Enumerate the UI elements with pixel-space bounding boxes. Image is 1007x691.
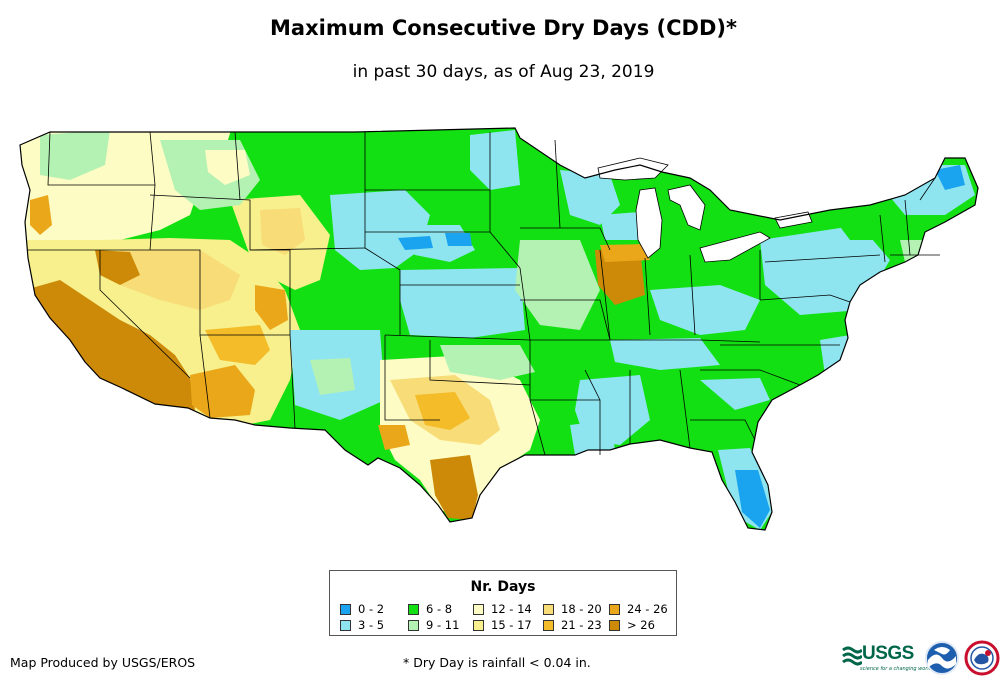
legend-item: 15 - 17: [473, 618, 532, 632]
legend-label: 0 - 2: [358, 602, 385, 616]
legend-label: 3 - 5: [358, 618, 385, 632]
legend-label: 24 - 26: [627, 602, 668, 616]
legend-swatch: [543, 620, 554, 631]
legend-label: 12 - 14: [491, 602, 532, 616]
legend-label: > 26: [627, 618, 655, 632]
legend-item: 18 - 20: [543, 602, 602, 616]
legend-item: > 26: [609, 618, 655, 632]
legend-swatch: [609, 604, 620, 615]
legend: Nr. Days 0 - 2 3 - 5 6 - 8 9 - 11 12 - 14 15 …: [329, 570, 677, 636]
legend-swatch: [543, 604, 554, 615]
legend-item: 0 - 2: [340, 602, 384, 616]
legend-item: 21 - 23: [543, 618, 602, 632]
legend-swatch: [408, 604, 419, 615]
legend-label: 6 - 8: [426, 602, 453, 616]
legend-swatch: [340, 604, 351, 615]
legend-swatch: [473, 620, 484, 631]
legend-item: 3 - 5: [340, 618, 384, 632]
legend-swatch: [340, 620, 351, 631]
legend-label: 18 - 20: [561, 602, 602, 616]
state-boundaries: [28, 131, 940, 456]
legend-swatch: [473, 604, 484, 615]
legend-label: 21 - 23: [561, 618, 602, 632]
dry-day-footnote: * Dry Day is rainfall < 0.04 in.: [403, 655, 591, 670]
usgs-wordmark: USGS: [862, 643, 914, 664]
usgs-tagline: science for a changing world: [860, 666, 932, 672]
legend-title: Nr. Days: [470, 579, 536, 595]
map-title: Maximum Consecutive Dry Days (CDD)*: [270, 16, 737, 40]
usgs-wave-icon: [842, 646, 862, 666]
legend-item: 6 - 8: [408, 602, 452, 616]
cdd-raster-layer: [20, 128, 978, 530]
us-cdd-map: [19, 127, 979, 531]
legend-item: 9 - 11: [408, 618, 459, 632]
agency-logos: USGS science for a changing world: [842, 638, 1002, 678]
noaa-logo-icon: [925, 641, 959, 675]
legend-swatch: [609, 620, 620, 631]
legend-swatch: [408, 620, 419, 631]
legend-item: 12 - 14: [473, 602, 532, 616]
map-subtitle: in past 30 days, as of Aug 23, 2019: [352, 62, 655, 82]
legend-label: 9 - 11: [426, 618, 460, 632]
legend-item: 24 - 26: [609, 602, 668, 616]
map-credit: Map Produced by USGS/EROS: [10, 655, 196, 670]
nws-logo-icon: [964, 640, 1000, 676]
legend-label: 15 - 17: [491, 618, 532, 632]
